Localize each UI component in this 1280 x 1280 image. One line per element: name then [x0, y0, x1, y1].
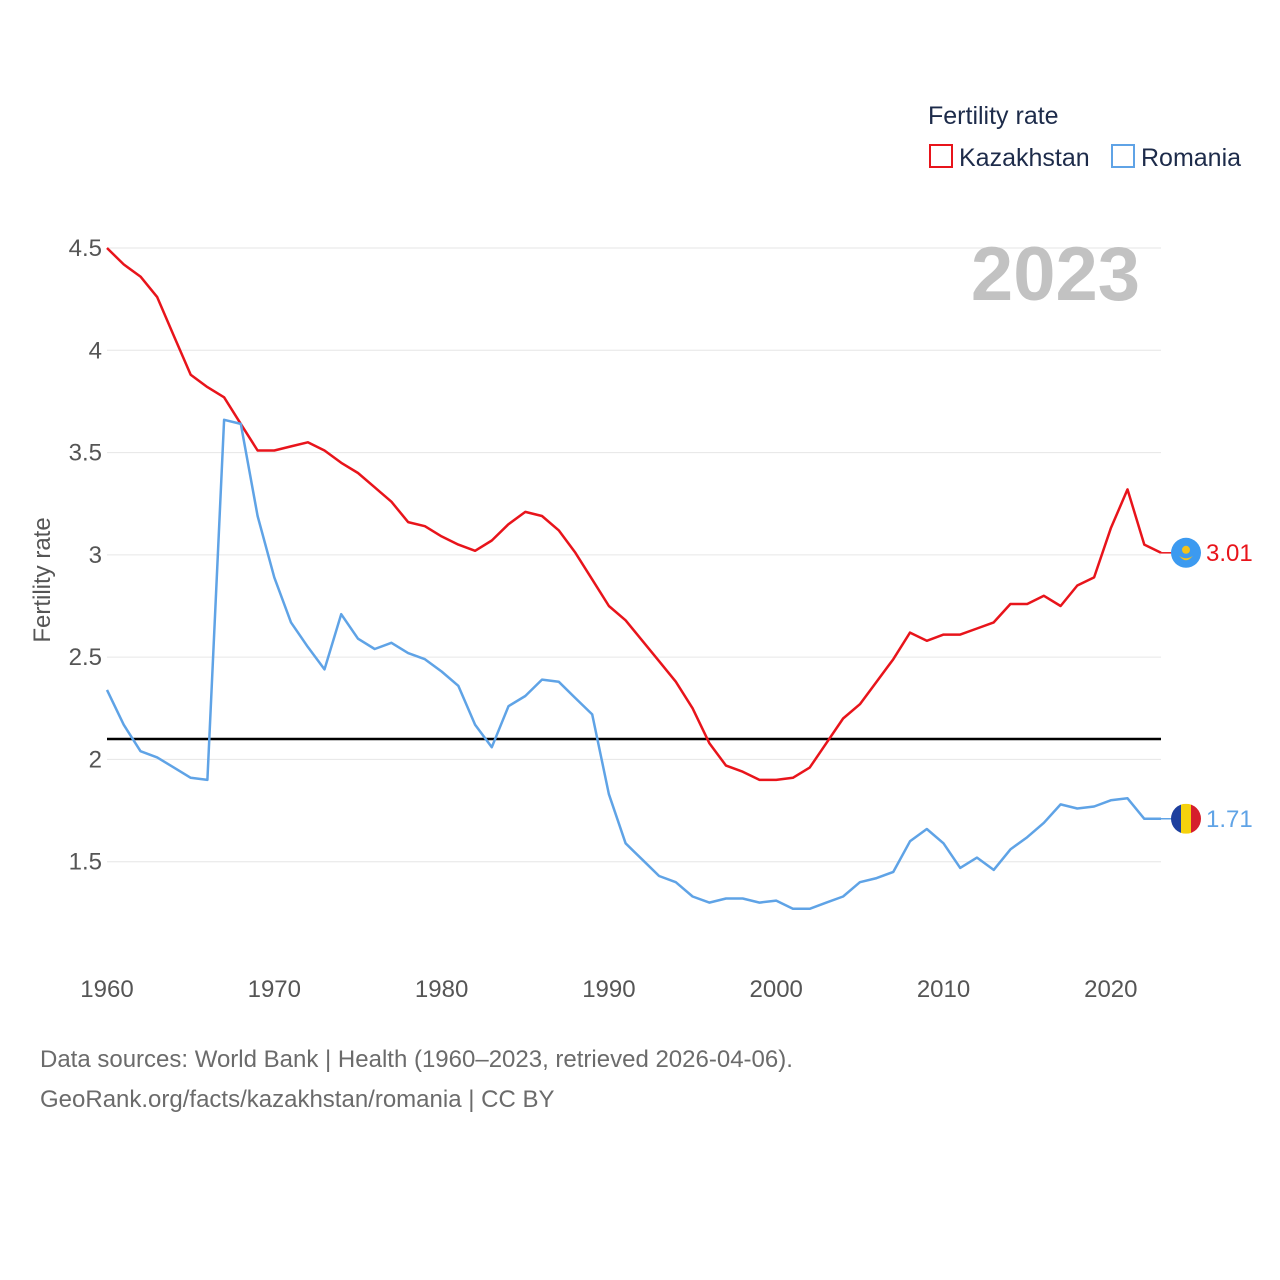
end-markers: 3.01 1.71 [1161, 537, 1253, 834]
legend-title: Fertility rate [928, 102, 1059, 130]
x-tick-label: 1980 [415, 976, 468, 1003]
legend-swatch-romania[interactable] [1111, 144, 1135, 168]
y-axis-label: Fertility rate [29, 517, 56, 642]
y-tick-label: 1.5 [69, 849, 102, 876]
y-axis-ticks: 1.5 2 2.5 3 3.5 4 4.5 [69, 235, 102, 876]
legend-label-kazakhstan[interactable]: Kazakhstan [959, 144, 1090, 172]
x-tick-label: 1990 [582, 976, 635, 1003]
gridlines [107, 247, 1161, 863]
series-lines [105, 247, 1162, 911]
legend-swatch-kazakhstan[interactable] [929, 144, 953, 168]
legend[interactable]: Fertility rate Kazakhstan Romania [928, 102, 1241, 172]
end-value-label-romania: 1.71 [1206, 806, 1253, 833]
x-tick-label: 2020 [1084, 976, 1137, 1003]
y-tick-label: 3 [89, 542, 102, 569]
footer-attribution[interactable]: GeoRank.org/facts/kazakhstan/romania | C… [40, 1086, 555, 1113]
fertility-chart: 1.5 2 2.5 3 3.5 4 4.5 1960 1970 1980 1990 2000 2010… [29, 102, 1253, 1003]
year-label: 2023 [971, 232, 1140, 317]
footer: Data sources: World Bank | Health (1960–… [40, 1040, 793, 1120]
series-line-kazakhstan[interactable] [106, 247, 1162, 782]
series-line-romania[interactable] [105, 418, 1161, 911]
end-value-label-kazakhstan: 3.01 [1206, 540, 1253, 567]
y-tick-label: 2 [89, 746, 102, 773]
y-tick-label: 4.5 [69, 235, 102, 262]
y-tick-label: 4 [89, 337, 102, 364]
x-axis-ticks: 1960 1970 1980 1990 2000 2010 2020 [80, 976, 1137, 1003]
x-tick-label: 2010 [917, 976, 970, 1003]
legend-label-romania[interactable]: Romania [1141, 144, 1241, 172]
footer-sources: Data sources: World Bank | Health (1960–… [40, 1046, 793, 1073]
x-tick-label: 1970 [248, 976, 301, 1003]
y-tick-label: 2.5 [69, 644, 102, 671]
kazakhstan-flag-icon [1171, 537, 1201, 568]
x-tick-label: 1960 [80, 976, 133, 1003]
x-tick-label: 2000 [750, 976, 803, 1003]
y-tick-label: 3.5 [69, 440, 102, 467]
romania-flag-icon [1171, 803, 1201, 834]
